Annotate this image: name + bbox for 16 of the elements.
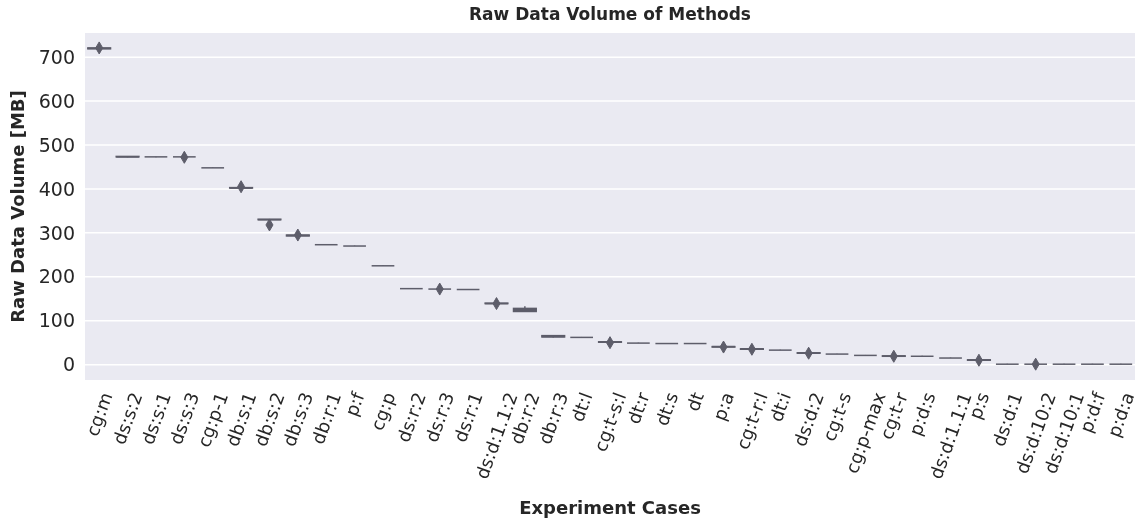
y-tick-label: 100	[38, 309, 75, 332]
y-tick-label: 600	[38, 89, 75, 112]
y-axis-title: Raw Data Volume [MB]	[7, 90, 28, 323]
x-tick-label: p:f	[340, 388, 369, 419]
x-tick-label: dt:l	[566, 389, 597, 425]
x-tick-label: p:a	[708, 389, 739, 424]
x-tick-label: dt	[681, 389, 708, 414]
y-tick-label: 500	[38, 133, 75, 156]
y-tick-label: 200	[38, 265, 75, 288]
y-tick-label: 300	[38, 221, 75, 244]
y-tick-label: 700	[38, 45, 75, 68]
chart-title: Raw Data Volume of Methods	[469, 4, 751, 24]
y-tick-label: 400	[38, 177, 75, 200]
x-axis-title: Experiment Cases	[519, 497, 701, 518]
x-tick-label: dt:s	[650, 389, 683, 429]
y-tick-label: 0	[62, 353, 75, 376]
